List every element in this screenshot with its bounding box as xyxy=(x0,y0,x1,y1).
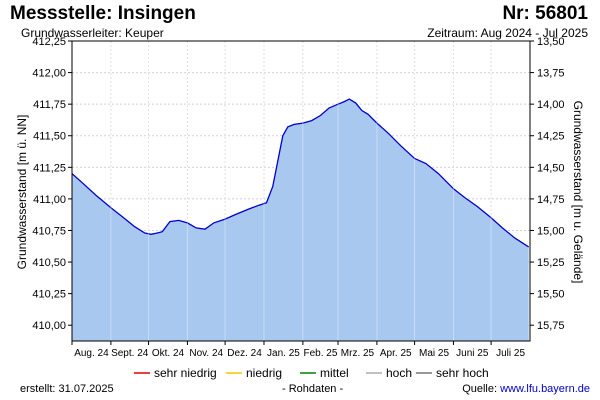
y-tick-label-left: 410,50 xyxy=(32,257,66,269)
station-title: Messstelle: Insingen xyxy=(10,3,196,24)
legend-label: hoch xyxy=(386,366,412,380)
y-axis-left: 412,25412,00411,75411,50411,25411,00410,… xyxy=(32,36,72,332)
x-tick-label: Jan. 25 xyxy=(267,348,300,359)
x-tick-label: Nov. 24 xyxy=(189,348,223,359)
source-label: Quelle: xyxy=(462,383,498,395)
x-tick-label: Sept. 24 xyxy=(111,348,149,359)
y-tick-label-left: 411,00 xyxy=(33,194,66,206)
x-axis: Aug. 24 Sept. 24 Okt. 24 Nov. 24 Dez. 24 Jan.… xyxy=(71,341,525,359)
raw-data-note: - Rohdaten - xyxy=(282,383,344,395)
period-label: Zeitraum: Aug 2024 - Jul 2025 xyxy=(427,26,588,40)
x-tick-label: Dez. 24 xyxy=(227,348,262,359)
y-axis-label-right: Grundwasserstand [m u. Gelände] xyxy=(571,101,585,284)
y-tick-label-right: 14,25 xyxy=(537,131,565,143)
created-info: erstellt: 31.07.2025 xyxy=(20,383,114,395)
source-link[interactable]: www.lfu.bayern.de xyxy=(500,383,590,395)
chart-plot xyxy=(71,41,530,341)
legend-label: mittel xyxy=(320,366,349,380)
y-tick-label-right: 15,50 xyxy=(537,289,565,301)
water-level-area xyxy=(72,99,529,341)
y-tick-label-left: 410,75 xyxy=(32,225,66,237)
plot-frame xyxy=(71,40,531,342)
legend-label: sehr hoch xyxy=(436,366,489,380)
y-tick-label-right: 15,00 xyxy=(537,225,565,237)
x-tick-label: Juli 25 xyxy=(496,348,525,359)
x-tick-label: Mrz. 25 xyxy=(341,348,375,359)
legend-label: sehr niedrig xyxy=(154,366,217,380)
y-tick-label-right: 14,50 xyxy=(537,162,565,174)
x-tick-label: Okt. 24 xyxy=(152,348,185,359)
y-tick-label-left: 411,25 xyxy=(33,162,66,174)
y-tick-label-left: 410,25 xyxy=(32,289,66,301)
x-tick-label: Apr. 25 xyxy=(380,348,412,359)
x-tick-label: Juni 25 xyxy=(456,348,489,359)
station-number: Nr: 56801 xyxy=(502,3,588,24)
x-tick-label: Aug. 24 xyxy=(74,348,109,359)
created-label: erstellt: xyxy=(20,383,56,395)
aquifer-label: Grundwasserleiter: Keuper xyxy=(21,26,164,40)
source-info: Quelle: www.lfu.bayern.de xyxy=(462,383,590,395)
legend-label: niedrig xyxy=(246,366,282,380)
chart-legend: sehr niedrig niedrig mittel hoch sehr hoch xyxy=(134,366,489,380)
created-date: 31.07.2025 xyxy=(58,383,114,395)
y-axis-label-left: Grundwasserstand [m ü. NN] xyxy=(15,115,29,270)
chart-grid xyxy=(72,40,530,341)
y-tick-label-right: 15,75 xyxy=(537,320,565,332)
y-tick-label-left: 411,75 xyxy=(33,99,66,111)
y-tick-label-left: 410,00 xyxy=(32,320,66,332)
y-tick-label-right: 13,75 xyxy=(537,68,565,80)
y-tick-label-left: 411,50 xyxy=(33,131,66,143)
x-tick-label: Mai 25 xyxy=(419,348,449,359)
y-tick-label-right: 14,75 xyxy=(537,194,565,206)
x-tick-label: Feb. 25 xyxy=(303,348,337,359)
water-level-line xyxy=(71,98,530,248)
y-axis-right: 13,5013,7514,0014,2514,5014,7515,0015,25… xyxy=(530,36,565,332)
y-tick-label-right: 15,25 xyxy=(537,257,565,269)
y-tick-label-left: 412,00 xyxy=(32,68,66,80)
y-tick-label-right: 14,00 xyxy=(537,99,565,111)
